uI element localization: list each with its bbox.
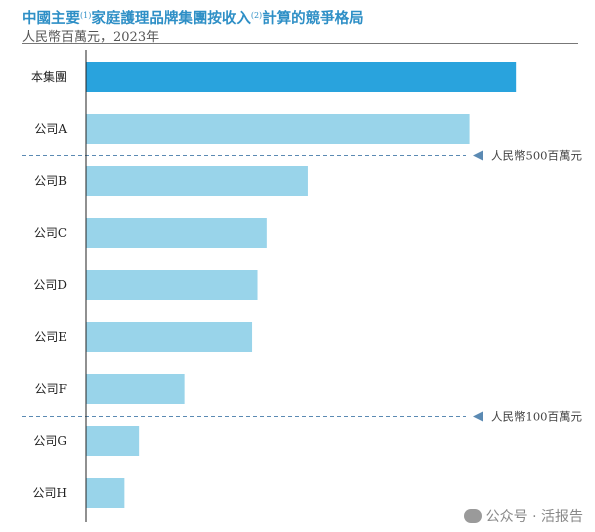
category-label-6: 公司E xyxy=(34,330,67,344)
title-text-1: 中國主要 xyxy=(22,10,80,27)
bar-3 xyxy=(86,166,308,196)
bar-9 xyxy=(86,478,125,508)
category-label-4: 公司C xyxy=(34,226,67,240)
category-label-2: 公司A xyxy=(34,122,67,136)
bar-8 xyxy=(86,426,140,456)
chart-subtitle: 人民幣百萬元，2023年 xyxy=(22,30,160,45)
title-text-2: 家庭護理品牌集團按收入 xyxy=(91,10,251,27)
category-label-7: 公司F xyxy=(35,382,67,396)
reference-marker-2 xyxy=(473,411,483,422)
category-label-9: 公司H xyxy=(33,486,67,500)
title-footnote-2: (2) xyxy=(250,11,263,20)
watermark: 公众号 · 活报告 xyxy=(463,506,583,526)
bar-1 xyxy=(86,62,517,92)
bar-5 xyxy=(86,270,258,300)
watermark-text: 公众号 · 活报告 xyxy=(485,509,583,525)
category-label-5: 公司D xyxy=(33,278,67,292)
chart-title: 中國主要(1)家庭護理品牌集團按收入(2)計算的競爭格局 xyxy=(22,6,578,29)
header-divider xyxy=(22,43,578,44)
category-label-1: 本集團 xyxy=(31,69,67,84)
bar-7 xyxy=(86,374,185,404)
category-label-3: 公司B xyxy=(34,174,67,188)
title-footnote-1: (1) xyxy=(80,11,92,20)
reference-label-2: 人民幣100百萬元 xyxy=(491,410,582,424)
reference-label-1: 人民幣500百萬元 xyxy=(491,149,582,163)
reference-marker-1 xyxy=(473,150,483,161)
category-label-8: 公司G xyxy=(33,434,67,448)
bar-6 xyxy=(86,322,253,352)
chart-header: 中國主要(1)家庭護理品牌集團按收入(2)計算的競爭格局 人民幣百萬元，2023… xyxy=(22,6,578,47)
wechat-icon xyxy=(463,509,482,523)
bar-4 xyxy=(86,218,267,248)
bar-2 xyxy=(86,114,470,144)
title-text-3: 計算的競爭格局 xyxy=(262,10,364,27)
